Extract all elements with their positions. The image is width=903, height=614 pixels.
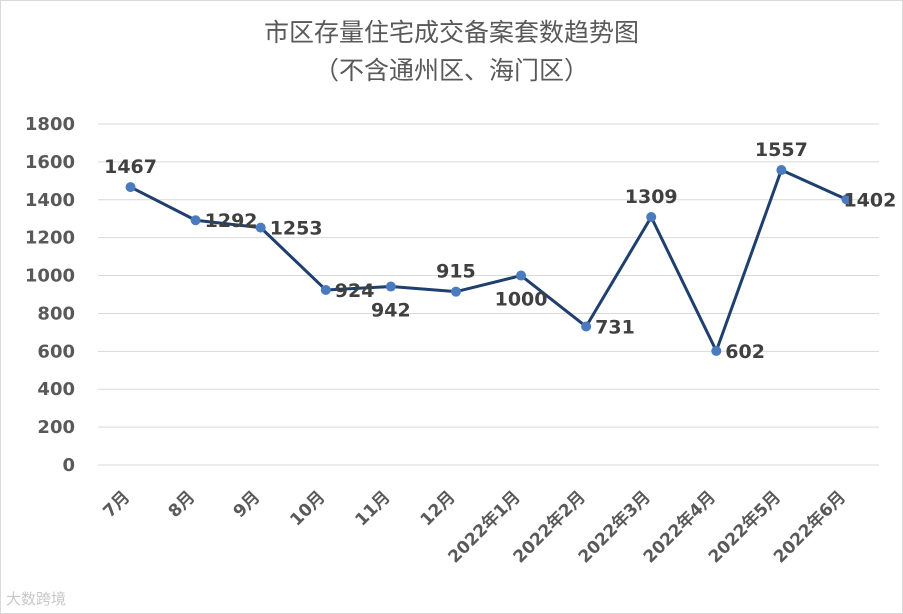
watermark: 大数跨境 <box>6 590 67 608</box>
data-point <box>190 215 201 226</box>
data-label: 1000 <box>495 289 548 311</box>
x-tick-label: 11月 <box>352 487 395 530</box>
data-point <box>581 321 592 332</box>
data-point <box>841 194 852 205</box>
data-label: 915 <box>436 261 476 283</box>
x-tick-label: 9月 <box>230 487 265 522</box>
x-tick-label: 12月 <box>417 487 460 530</box>
chart-title-block: 市区存量住宅成交备案套数趋势图 （不含通州区、海门区） <box>0 14 903 90</box>
y-tick-label: 1600 <box>25 152 75 173</box>
data-label: 602 <box>725 341 765 363</box>
x-tick-label: 7月 <box>100 487 135 522</box>
y-tick-label: 800 <box>37 303 75 324</box>
y-tick-label: 0 <box>62 455 75 476</box>
x-tick-label: 10月 <box>286 487 329 530</box>
data-label: 1309 <box>625 186 678 208</box>
x-tick-label: 8月 <box>165 487 200 522</box>
data-point <box>450 286 461 297</box>
series-line <box>129 168 848 353</box>
y-tick-label: 400 <box>37 379 75 400</box>
data-label: 1292 <box>205 210 258 232</box>
data-point <box>385 281 396 292</box>
data-point <box>646 212 657 223</box>
data-label: 942 <box>371 300 411 322</box>
y-tick-label: 600 <box>37 341 75 362</box>
y-tick-label: 200 <box>37 417 75 438</box>
data-label: 1557 <box>755 139 808 161</box>
data-point <box>255 222 266 233</box>
chart-subtitle: （不含通州区、海门区） <box>313 56 589 85</box>
data-point <box>125 182 136 193</box>
y-tick-label: 1800 <box>25 114 75 135</box>
data-point <box>320 284 331 295</box>
data-label: 1402 <box>843 189 896 211</box>
y-tick-label: 1400 <box>25 190 75 211</box>
data-point <box>711 345 722 356</box>
data-label: 1467 <box>104 156 157 178</box>
data-point <box>776 165 787 176</box>
data-label: 924 <box>335 280 375 302</box>
y-tick-label: 1000 <box>25 266 75 287</box>
y-tick-label: 1200 <box>25 228 75 249</box>
chart-title: 市区存量住宅成交备案套数趋势图 <box>263 18 639 47</box>
data-label: 731 <box>595 317 635 339</box>
data-label: 1253 <box>270 218 323 240</box>
data-point <box>516 270 527 281</box>
